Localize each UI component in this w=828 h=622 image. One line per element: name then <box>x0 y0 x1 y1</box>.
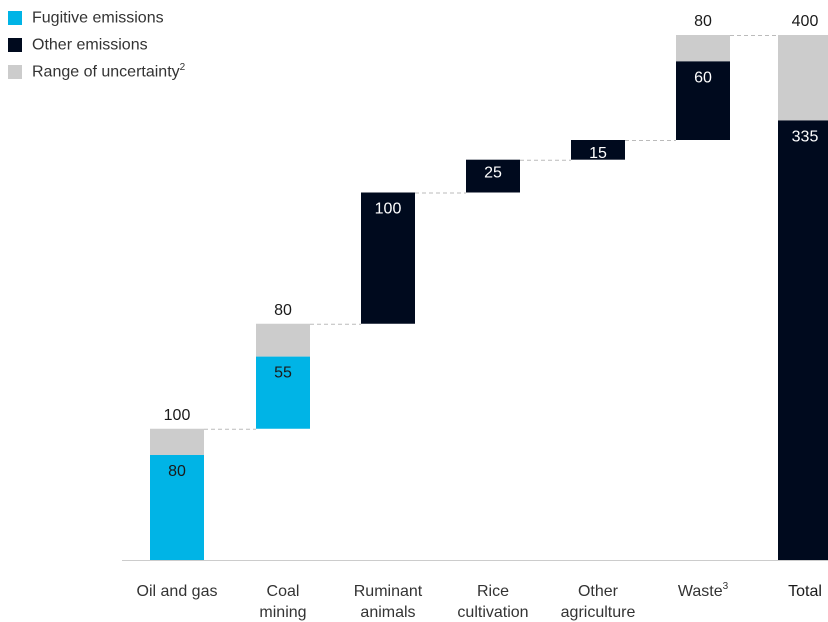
data-label-3: 25 <box>484 165 502 182</box>
data-label-6: 335 <box>792 128 819 145</box>
x-tick-label-0-0: Oil and gas <box>137 583 218 600</box>
bar-fugitive-1 <box>256 356 310 429</box>
legend-swatch-fugitive <box>8 11 22 25</box>
bar-other-2 <box>361 192 415 324</box>
x-tick-label-1-1: mining <box>259 604 306 621</box>
data-label-5: 60 <box>694 69 712 86</box>
x-tick-label-4-0: Other <box>578 583 619 600</box>
data-label-4: 15 <box>589 145 607 162</box>
x-tick-label-2-0: Ruminant <box>354 583 423 600</box>
x-tick-label-5-0: Waste3 <box>678 581 729 600</box>
legend-label-other: Other emissions <box>32 36 148 54</box>
x-tick-label-6-0: Total <box>788 583 822 600</box>
bar-uncertainty-5 <box>676 35 730 62</box>
data-label-1: 55 <box>274 365 292 382</box>
data-label-2: 100 <box>375 201 402 218</box>
bar-fugitive-0 <box>150 455 204 560</box>
bar-uncertainty-1 <box>256 323 310 357</box>
legend-swatch-uncertainty <box>8 65 22 79</box>
bar-other-5 <box>676 61 730 140</box>
data-label-upper-1: 80 <box>274 302 292 319</box>
x-tick-label-2-1: animals <box>360 604 415 621</box>
x-tick-label-3-1: cultivation <box>457 604 528 621</box>
legend: Fugitive emissions Other emissions Range… <box>8 8 185 89</box>
legend-item-fugitive: Fugitive emissions <box>8 8 185 28</box>
bar-other-4 <box>571 140 625 160</box>
x-tick-label-3-0: Rice <box>477 583 509 600</box>
data-label-upper-6: 400 <box>792 13 819 30</box>
data-label-upper-5: 80 <box>694 13 712 30</box>
x-tick-label-4-1: agriculture <box>561 604 636 621</box>
legend-label-uncertainty: Range of uncertainty2 <box>32 62 186 81</box>
bar-other-3 <box>466 159 520 193</box>
data-label-0: 80 <box>168 463 186 480</box>
bar-uncertainty-0 <box>150 428 204 455</box>
legend-label-fugitive: Fugitive emissions <box>32 9 164 27</box>
legend-swatch-other <box>8 38 22 52</box>
legend-item-other: Other emissions <box>8 35 185 55</box>
data-label-upper-0: 100 <box>164 407 191 424</box>
legend-item-uncertainty: Range of uncertainty2 <box>8 62 185 82</box>
bar-uncertainty-6 <box>778 35 828 121</box>
x-tick-label-1-0: Coal <box>267 583 300 600</box>
bar-total-6 <box>778 120 828 560</box>
